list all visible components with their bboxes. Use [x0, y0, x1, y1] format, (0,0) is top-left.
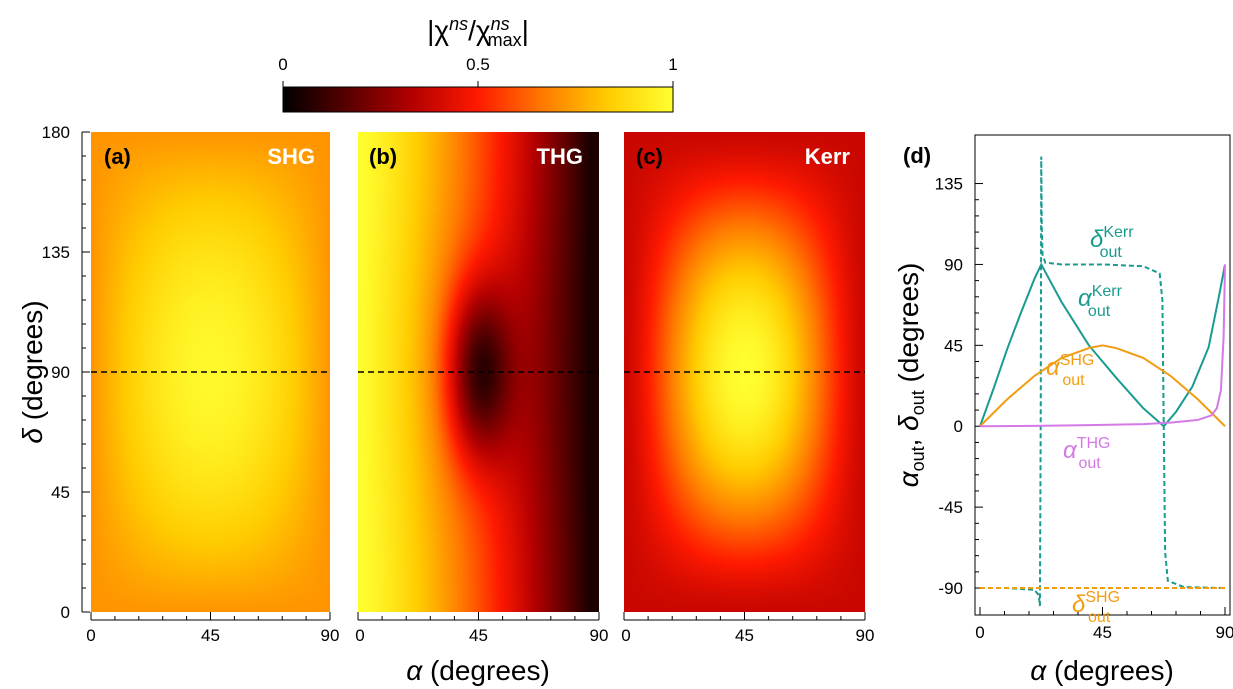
panel-d: -90 -45 0 45 90 135 0 45 90 (d) δKerr out αKerr ou…: [903, 134, 1233, 642]
d-x-tick-label: 90: [1216, 623, 1233, 642]
y-tick-label: 0: [61, 603, 70, 622]
label-delta-kerr: δKerr out: [1090, 224, 1134, 261]
y-tick-label: 135: [42, 243, 70, 262]
d-y-tick-label: 90: [944, 255, 963, 274]
panel-a: (a) SHG: [91, 132, 330, 612]
panel-tag-b: (b): [369, 144, 397, 169]
x-tick-label: 0: [621, 626, 630, 645]
alpha-axis-label-heatmaps: α (degrees): [406, 655, 550, 686]
panel-d-x-axis-label: α (degrees): [1030, 655, 1174, 686]
label-alpha-shg: αSHG out: [1046, 352, 1094, 389]
y-tick-label: 45: [51, 483, 70, 502]
d-y-tick-label: 0: [954, 417, 963, 436]
heatmap-x-axes: 0 45 90 0 45 90 0 45 90: [86, 612, 874, 645]
panel-tag-d: (d): [903, 143, 931, 168]
x-tick-label: 90: [856, 626, 875, 645]
panel-name-c: Kerr: [805, 144, 851, 169]
colorbar-tick-label-1: 1: [668, 55, 677, 74]
colorbar-label: |χns/χns max|: [427, 14, 529, 50]
series-line: [979, 264, 1226, 428]
colorbar-tick-label-0: 0: [278, 55, 287, 74]
y-tick-label: 180: [42, 123, 70, 142]
label-alpha-thg: αTHG out: [1063, 435, 1110, 472]
d-y-tick-label: 45: [944, 336, 963, 355]
x-tick-label: 0: [355, 626, 364, 645]
panel-tag-a: (a): [104, 144, 131, 169]
delta-axis-label: δ (degrees): [17, 300, 48, 443]
label-delta-shg: δSHG out: [1072, 589, 1120, 626]
x-tick-label: 90: [321, 626, 340, 645]
panel-tag-c: (c): [636, 144, 663, 169]
heatmap-y-axis: 0 45 90 135 180: [42, 123, 90, 622]
d-y-tick-label: -90: [938, 579, 963, 598]
colorbar: |χns/χns max| 0 0.5 1: [278, 14, 678, 113]
colorbar-gradient: [282, 86, 674, 113]
panel-c: (c) Kerr: [624, 132, 865, 612]
d-y-tick-label: 135: [935, 175, 963, 194]
panel-name-b: THG: [537, 144, 583, 169]
x-tick-label: 45: [735, 626, 754, 645]
d-y-tick-label: -45: [938, 498, 963, 517]
panel-d-frame: [974, 134, 1231, 616]
series-line: [979, 344, 1226, 427]
panel-d-curves: [979, 156, 1226, 607]
series-line: [980, 156, 1226, 607]
heatmap-shg: [91, 132, 330, 612]
colorbar-tick-label-05: 0.5: [466, 55, 490, 74]
panel-b: (b) THG: [358, 132, 599, 612]
panel-d-y-axis-label: αout, δout (degrees): [893, 263, 928, 488]
x-tick-label: 45: [201, 626, 220, 645]
x-tick-label: 45: [469, 626, 488, 645]
x-tick-label: 90: [590, 626, 609, 645]
x-tick-label: 0: [86, 626, 95, 645]
label-alpha-kerr: αKerr out: [1078, 283, 1123, 320]
series-line: [979, 262, 1226, 428]
panel-d-axes: -90 -45 0 45 90 135 0 45 90: [935, 175, 1233, 642]
d-x-tick-label: 45: [1093, 623, 1112, 642]
d-x-tick-label: 0: [975, 623, 984, 642]
panel-name-a: SHG: [267, 144, 315, 169]
y-tick-label: 90: [51, 363, 70, 382]
